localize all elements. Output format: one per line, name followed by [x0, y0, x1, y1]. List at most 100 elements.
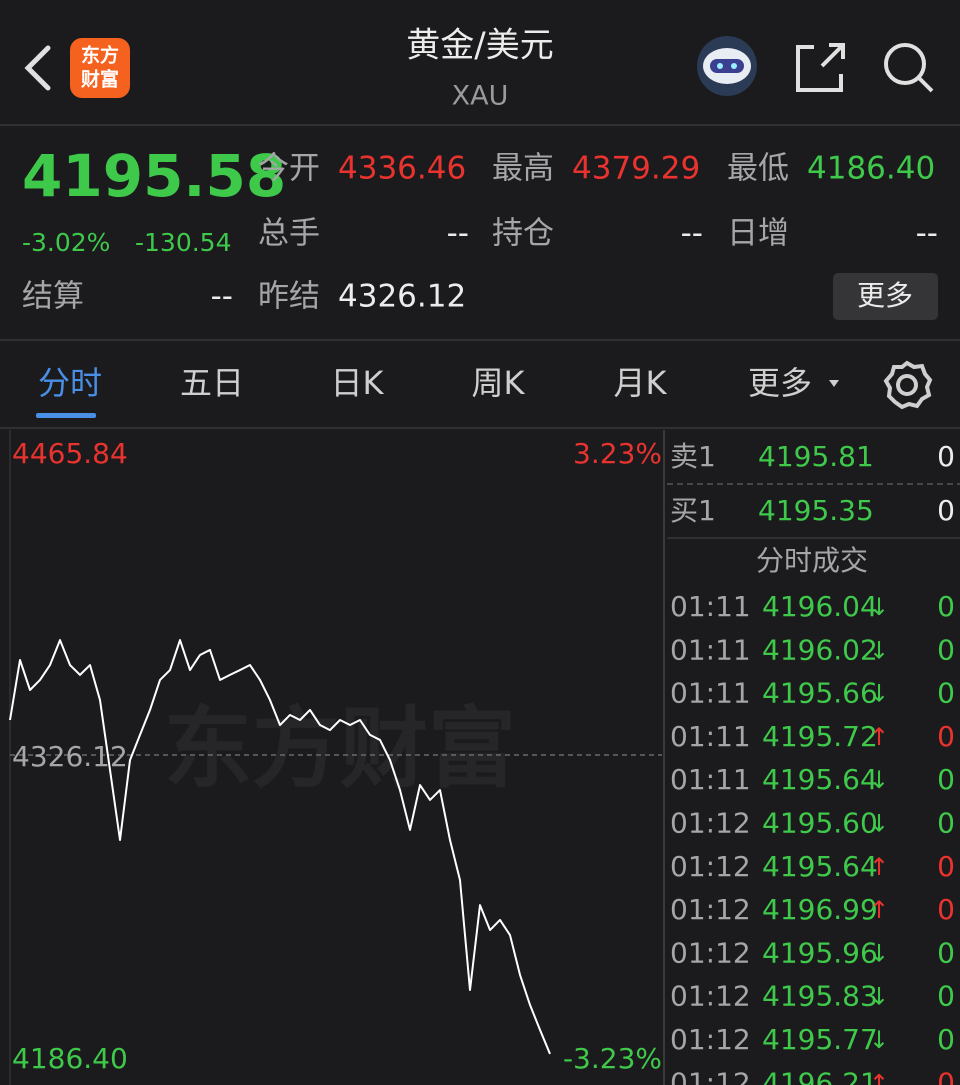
trade-time: 01:12: [670, 850, 751, 883]
trade-price: 4196.21: [762, 1066, 878, 1085]
trade-volume: 0: [937, 936, 955, 969]
tab-bar: 分时 五日 日K 周K 月K 更多: [38, 364, 839, 402]
trade-price: 4195.64: [762, 763, 878, 796]
trade-time: 01:11: [670, 677, 751, 710]
book-label: 卖1: [670, 440, 716, 473]
trade-price: 4196.04: [762, 590, 878, 623]
trade-price: 4195.66: [762, 677, 878, 710]
tab[interactable]: 周K: [472, 364, 526, 402]
y-tick-label: 4186.40: [12, 1042, 128, 1075]
book-price: 4195.81: [758, 440, 874, 473]
trade-direction: ↑: [869, 853, 889, 881]
tab[interactable]: 五日: [180, 364, 244, 402]
trade-time: 01:12: [670, 936, 751, 969]
trade-direction: ↓: [869, 636, 889, 664]
field-label: 结算: [22, 279, 84, 315]
trade-direction: ↓: [869, 983, 889, 1011]
assistant-icon[interactable]: [697, 36, 757, 96]
tab[interactable]: 分时: [38, 364, 102, 402]
tab[interactable]: 日K: [331, 364, 385, 402]
trade-volume: 0: [937, 893, 955, 926]
trade-volume: 0: [937, 1023, 955, 1056]
field-label: 最低: [727, 151, 789, 187]
settings-button[interactable]: [883, 360, 933, 410]
trade-time: 01:12: [670, 980, 751, 1013]
trade-direction: ↓: [869, 810, 889, 838]
dropdown-caret: [829, 380, 839, 387]
field-value: 4336.46: [338, 151, 466, 187]
page-subtitle: XAU: [452, 81, 509, 112]
field-value: --: [916, 216, 938, 252]
trade-direction: ↓: [869, 593, 889, 621]
trade-direction: ↓: [869, 766, 889, 794]
trade-direction: ↑: [869, 723, 889, 751]
logo-text: 东方: [81, 44, 119, 67]
tab[interactable]: 更多: [748, 364, 812, 402]
trade-time: 01:12: [670, 807, 751, 840]
field-label: 总手: [258, 216, 320, 252]
trade-volume: 0: [937, 720, 955, 753]
active-tab-indicator: [36, 413, 96, 418]
trade-time: 01:11: [670, 633, 751, 666]
trade-volume: 0: [937, 980, 955, 1013]
trade-time: 01:11: [670, 763, 751, 796]
trade-volume: 0: [937, 763, 955, 796]
y2-tick-label: 3.23%: [573, 437, 662, 470]
field-value: --: [447, 216, 469, 252]
field-value: 4326.12: [338, 279, 466, 315]
field-value: 4186.40: [807, 151, 935, 187]
more-button[interactable]: [833, 273, 938, 320]
trade-price: 4195.83: [762, 980, 878, 1013]
field-value: 4379.29: [572, 151, 700, 187]
price-line: [9, 639, 551, 1055]
change-value: -130.54: [135, 228, 232, 257]
book-label: 买1: [670, 494, 716, 527]
logo-text: 财富: [81, 68, 119, 91]
trade-time: 01:11: [670, 590, 751, 623]
trade-volume: 0: [937, 633, 955, 666]
y2-tick-label: -3.23%: [563, 1042, 662, 1075]
search-button[interactable]: [884, 43, 934, 93]
quote-fields: 今开 4336.46 最高 4379.29 最低 4186.40 总手 -- 持仓 -- 日增 -- 结…: [22, 151, 938, 315]
trade-time: 01:12: [670, 893, 751, 926]
trade-direction: ↓: [869, 1026, 889, 1054]
back-button[interactable]: [24, 45, 51, 91]
trade-price: 4195.60: [762, 807, 878, 840]
field-value: --: [681, 216, 703, 252]
trade-price: 4195.64: [762, 850, 878, 883]
app-logo[interactable]: [70, 38, 130, 98]
trade-time: 01:12: [670, 1066, 751, 1085]
trade-time: 01:12: [670, 1023, 751, 1056]
field-label: 最高: [492, 151, 554, 187]
page-title: 黄金/美元: [406, 26, 553, 66]
trade-volume: 0: [937, 850, 955, 883]
book-volume: 0: [937, 494, 955, 527]
book-volume: 0: [937, 440, 955, 473]
watermark: 东方财富: [164, 697, 516, 800]
trades-title: 分时成交: [756, 544, 868, 577]
field-label: 今开: [258, 151, 320, 187]
trade-volume: 0: [937, 677, 955, 710]
trade-time: 01:11: [670, 720, 751, 753]
trade-volume: 0: [937, 807, 955, 840]
trade-direction: ↑: [869, 896, 889, 924]
trade-volume: 0: [937, 590, 955, 623]
book-price: 4195.35: [758, 494, 874, 527]
trade-direction: ↓: [869, 939, 889, 967]
share-button[interactable]: [796, 43, 845, 92]
trade-price: 4195.96: [762, 936, 878, 969]
trade-direction: ↓: [869, 680, 889, 708]
tab[interactable]: 月K: [614, 364, 668, 402]
order-book: 分时成交 卖1 4195.81 0买1 4195.35 001:11 4196.04↓ 00…: [667, 440, 960, 1085]
field-label: 日增: [727, 216, 789, 252]
trade-price: 4195.72: [762, 720, 878, 753]
trade-price: 4195.77: [762, 1023, 878, 1056]
trade-price: 4196.02: [762, 633, 878, 666]
trade-direction: ↑: [869, 1069, 889, 1085]
change-pct: -3.02%: [22, 228, 110, 257]
y-tick-label: 4465.84: [12, 437, 128, 470]
more-button-label: 更多: [857, 279, 913, 312]
